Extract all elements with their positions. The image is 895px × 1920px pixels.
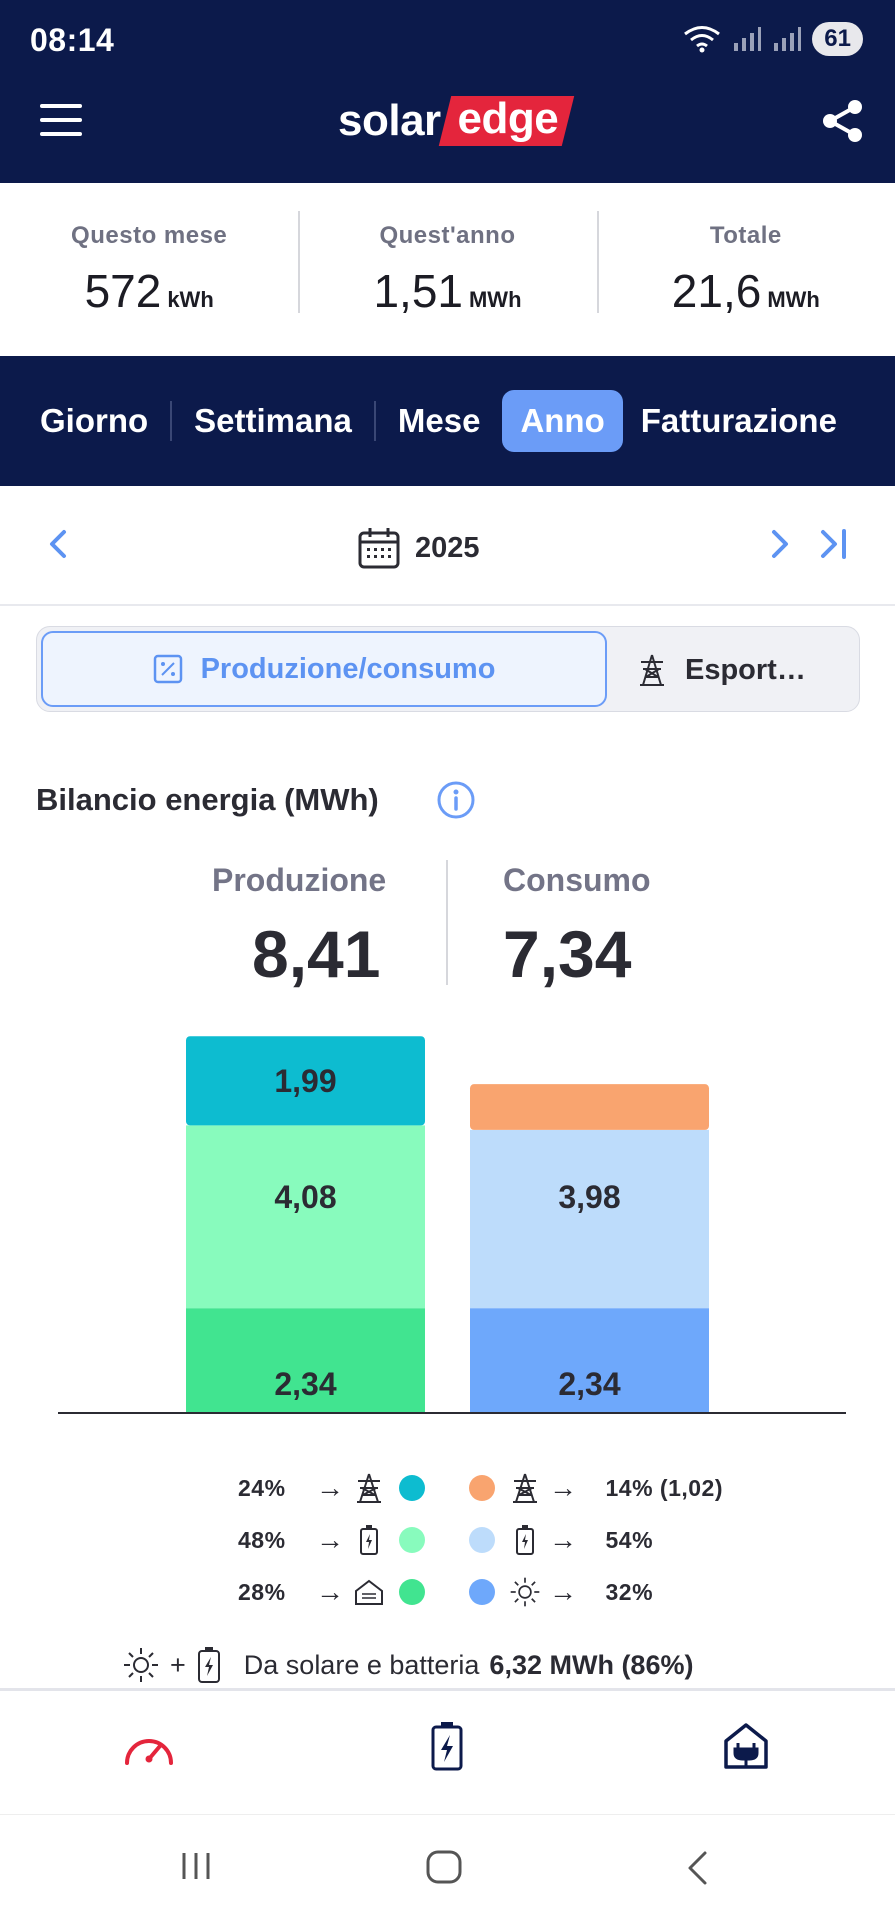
- app-header: 08:14 61 solar edge: [0, 0, 895, 183]
- sun-icon: [507, 1576, 543, 1608]
- bar-value-label: 2,34: [274, 1366, 336, 1402]
- balance-divider: [446, 860, 448, 985]
- tab-divider: [170, 401, 173, 441]
- solar-summary-label: Da solare e batteria: [243, 1649, 480, 1680]
- summary-this-year: Quest'anno 1,51 MWh: [298, 183, 596, 356]
- bottom-navigation: [0, 1688, 895, 1814]
- pylon-icon: [507, 1472, 543, 1504]
- tab-year[interactable]: Anno: [502, 390, 623, 452]
- sun-icon: [124, 1648, 158, 1682]
- gauge-icon[interactable]: [122, 1729, 176, 1769]
- signal-icon: [774, 27, 802, 51]
- arrow-right-icon: →: [316, 1524, 345, 1555]
- recents-icon[interactable]: [178, 1849, 214, 1883]
- year-picker[interactable]: 2025: [357, 526, 480, 570]
- battery-icon: [197, 1647, 220, 1683]
- bar-segment: [186, 1036, 425, 1126]
- tab-billing[interactable]: Fatturazione: [640, 402, 837, 439]
- legend-color-dot: [469, 1475, 495, 1501]
- solar-summary-value: 6,32 MWh (86%): [489, 1649, 694, 1680]
- house-icon: [351, 1577, 387, 1607]
- bar-segment: [186, 1125, 425, 1309]
- arrow-right-icon: →: [549, 1472, 578, 1503]
- bar-segment: [470, 1308, 709, 1413]
- arrow-right-icon: →: [549, 1576, 578, 1607]
- pylon-icon: [351, 1472, 387, 1504]
- bar-segment: [186, 1308, 425, 1413]
- solaredge-logo: solar edge: [338, 94, 574, 146]
- legend-row-consumption: → 32%: [469, 1572, 653, 1612]
- energy-summary: Questo mese 572 kWh Quest'anno 1,51 MWh To…: [0, 183, 895, 356]
- production-value: 8,41: [252, 917, 381, 991]
- period-tabs: Giorno Settimana Mese Anno Fatturazione: [0, 356, 895, 486]
- bar-value-label: 1,99: [274, 1063, 336, 1099]
- legend-row-production: 28% →: [238, 1572, 425, 1612]
- chevron-left-icon[interactable]: [46, 528, 70, 560]
- back-icon[interactable]: [684, 1849, 710, 1887]
- status-time: 08:14: [30, 22, 115, 58]
- legend-row-consumption: → 14% (1,02): [469, 1468, 723, 1508]
- skip-to-end-icon[interactable]: [818, 528, 850, 560]
- battery-icon[interactable]: [430, 1721, 464, 1771]
- legend-percent: 14% (1,02): [605, 1474, 724, 1501]
- signal-icon: [734, 27, 762, 51]
- battery-icon: [351, 1524, 387, 1556]
- legend-percent: 32%: [605, 1578, 654, 1605]
- date-navigator: 2025: [0, 486, 895, 606]
- legend-color-dot: [398, 1475, 425, 1501]
- tab-week[interactable]: Settimana: [194, 402, 352, 439]
- chevron-right-icon[interactable]: [768, 528, 792, 560]
- legend-percent: 24%: [238, 1474, 286, 1501]
- consumption-value: 7,34: [503, 917, 632, 991]
- system-navigation-bar: [0, 1814, 895, 1920]
- solar-battery-summary: + Da solare e batteria 6,32 MWh (86%): [122, 1646, 693, 1684]
- hamburger-icon[interactable]: [40, 104, 82, 136]
- share-icon[interactable]: [821, 98, 865, 144]
- arrow-right-icon: →: [316, 1472, 345, 1503]
- bar-value-label: 2,34: [558, 1366, 620, 1402]
- bar-value-label: 4,08: [274, 1179, 336, 1215]
- battery-icon: [507, 1524, 543, 1556]
- info-icon[interactable]: [436, 780, 476, 820]
- pylon-icon: [640, 654, 664, 686]
- segment-production-consumption[interactable]: Produzione/consumo: [41, 631, 607, 707]
- legend-percent: 28%: [238, 1578, 286, 1605]
- legend-row-production: 48% →: [238, 1520, 425, 1560]
- battery-level: 61: [812, 22, 863, 56]
- home-plug-icon[interactable]: [722, 1721, 770, 1771]
- bar-value-label: 3,98: [558, 1179, 620, 1215]
- legend-color-dot: [469, 1527, 495, 1553]
- tab-divider: [373, 401, 376, 441]
- percent-icon: [153, 654, 182, 684]
- status-icons: 61: [682, 22, 863, 56]
- bar-segment: [470, 1129, 709, 1309]
- year-label: 2025: [415, 531, 480, 564]
- wifi-icon: [684, 26, 721, 53]
- view-segment: Produzione/consumo Esport…: [36, 626, 860, 712]
- legend-percent: 54%: [605, 1526, 654, 1553]
- energy-balance-chart: 2,34 4,08 1,99 2,34 3,98: [58, 1036, 846, 1414]
- tab-day[interactable]: Giorno: [40, 402, 149, 439]
- legend-row-consumption: → 54%: [469, 1520, 653, 1560]
- legend-row-production: 24% →: [238, 1468, 425, 1508]
- production-label: Produzione: [212, 862, 387, 898]
- summary-this-month: Questo mese 572 kWh: [71, 221, 228, 317]
- consumption-label: Consumo: [503, 862, 651, 898]
- arrow-right-icon: →: [316, 1576, 345, 1607]
- plus-sign: +: [170, 1649, 186, 1680]
- segment-export[interactable]: Esport…: [637, 627, 806, 713]
- home-icon[interactable]: [425, 1849, 463, 1885]
- legend-color-dot: [398, 1579, 425, 1605]
- summary-total: Totale 21,6 MWh: [596, 183, 895, 356]
- legend-color-dot: [469, 1579, 495, 1605]
- legend-percent: 48%: [238, 1526, 286, 1553]
- arrow-right-icon: →: [549, 1524, 578, 1555]
- balance-title: Bilancio energia (MWh): [36, 782, 379, 817]
- bar-segment: [470, 1084, 709, 1130]
- tab-month[interactable]: Mese: [397, 402, 481, 439]
- legend-color-dot: [398, 1527, 425, 1553]
- calendar-icon: [358, 528, 400, 569]
